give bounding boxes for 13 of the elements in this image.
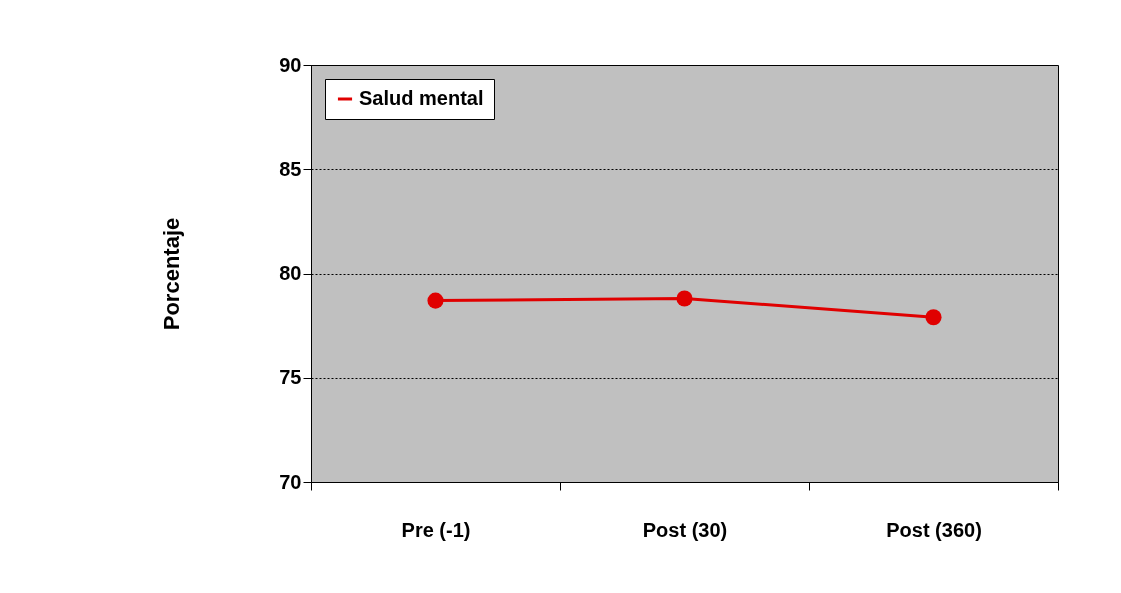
y-tick-label: 90	[279, 53, 302, 76]
x-tick-label: Pre (-1)	[401, 518, 471, 541]
y-tick-label: 85	[279, 157, 302, 180]
y-tick-label: 80	[279, 262, 302, 284]
x-tick-label: Post (30)	[642, 518, 728, 541]
x-tick-label: Post (360)	[886, 518, 982, 541]
point	[427, 292, 444, 309]
y-tick-label: 75	[279, 366, 302, 389]
point	[676, 290, 693, 307]
y-axis-title: Porcentaje	[159, 217, 185, 331]
point	[925, 309, 942, 326]
y-tick-label: 70	[279, 470, 302, 493]
legend-label: Salud mental	[359, 87, 484, 109]
